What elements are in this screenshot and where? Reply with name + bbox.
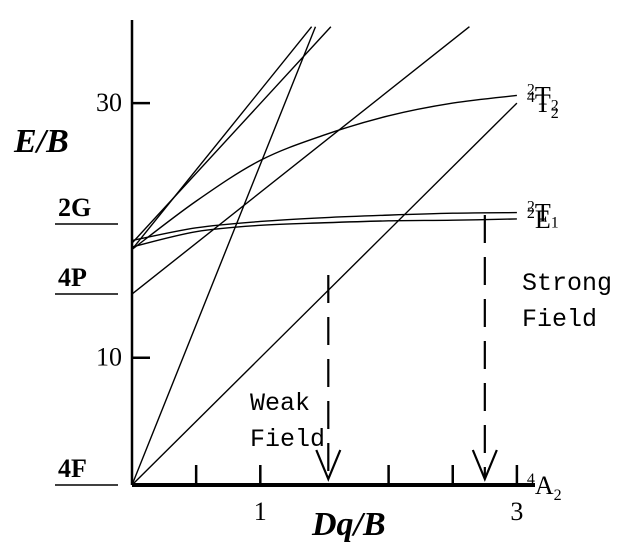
unlabeled-series-line-8	[131, 26, 332, 244]
series-label-sub: 2	[551, 105, 559, 122]
series-label-base: T	[535, 199, 551, 228]
series-label-sup: 2	[527, 205, 535, 222]
unlabeled-series-line-5	[131, 26, 470, 295]
field-markers: Weak Field Strong Field	[250, 215, 612, 482]
series-label-base: T	[535, 89, 551, 118]
axis-ticks: 1 3 10 30	[96, 88, 523, 526]
series-label-sup: 4	[527, 471, 535, 488]
x-tick-label: 1	[254, 497, 267, 526]
series-label-4t2: 4T2	[527, 89, 559, 122]
weak-field-label: Weak	[250, 389, 310, 418]
series-label-sup: 2	[527, 199, 535, 216]
unlabeled-series-line-6	[131, 26, 317, 486]
series-line-2t2	[131, 94, 517, 251]
series-label-2t1: 2T1	[527, 199, 559, 232]
series-label-2e: 2E	[527, 205, 551, 234]
strong-field-label: Field	[522, 305, 597, 334]
energy-curves	[131, 26, 518, 486]
free-ion-term-2g: 2G	[58, 193, 91, 222]
weak-field-label: Field	[250, 425, 325, 454]
arrowhead	[315, 449, 342, 482]
arrowhead	[471, 449, 498, 482]
free-ion-term-4p: 4P	[58, 263, 87, 292]
series-label-base: E	[535, 205, 551, 234]
y-axis-label: E/B	[13, 123, 69, 160]
series-label-sub: 2	[554, 487, 562, 504]
series-label-sup: 4	[527, 89, 535, 106]
series-label-base: T	[535, 81, 551, 110]
strong-field-label: Strong	[522, 269, 612, 298]
series-label-2t2: 2T2	[527, 81, 559, 114]
unlabeled-series-line-7	[131, 26, 313, 250]
series-label-sup: 2	[527, 81, 535, 98]
x-tick-label: 3	[510, 497, 523, 526]
x-axis-label: Dq/B	[311, 506, 386, 543]
free-ion-term-4f: 4F	[58, 454, 87, 483]
series-label-sub: 2	[551, 97, 559, 114]
y-tick-label: 30	[96, 88, 122, 117]
series-line-2t1	[131, 211, 517, 242]
series-label-sub: 1	[551, 215, 559, 232]
series-line-4t2	[131, 102, 518, 486]
y-tick-label: 10	[96, 343, 122, 372]
axes-frame	[130, 20, 535, 487]
series-label-base: A	[535, 471, 554, 500]
series-label-4a2: 4A2	[527, 471, 562, 504]
free-ion-terms: 2G 4P 4F	[55, 193, 118, 486]
series-line-2e	[131, 218, 517, 248]
